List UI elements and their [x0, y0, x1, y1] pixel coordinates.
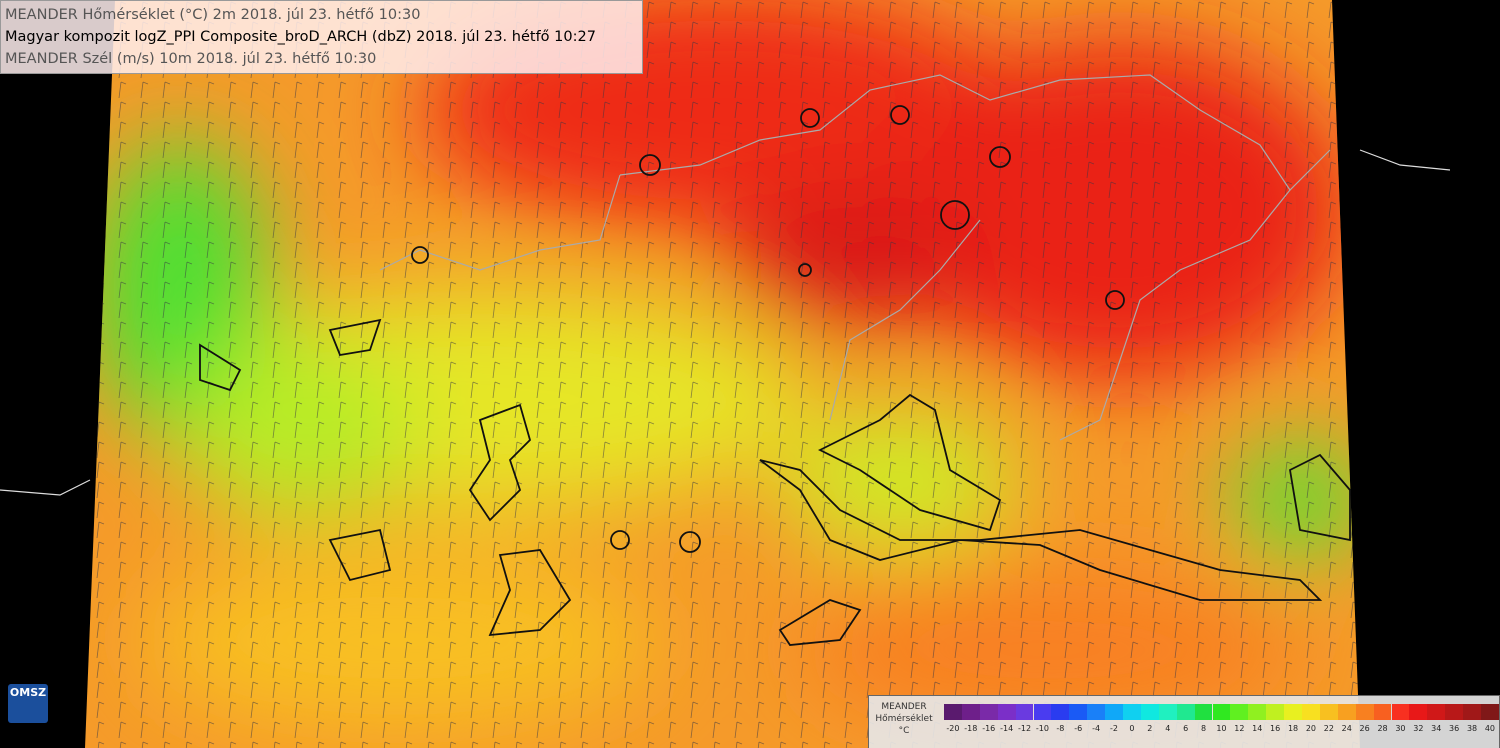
legend-tick-label: -6: [1074, 724, 1083, 733]
legend-tick-label: 22: [1323, 724, 1334, 733]
header-line: Magyar kompozit logZ_PPI Composite_broD_…: [5, 29, 596, 45]
legend-tick-label: 2: [1147, 724, 1153, 733]
legend-swatch: [997, 704, 1016, 720]
legend-tick-label: 24: [1341, 724, 1352, 733]
legend-swatch: [1319, 704, 1338, 720]
legend-swatch: [1427, 704, 1446, 720]
legend-tick-label: 34: [1431, 724, 1442, 733]
legend-tick-label: 12: [1234, 724, 1245, 733]
header-line: MEANDER Szél (m/s) 10m 2018. júl 23. hét…: [5, 51, 377, 67]
legend-tick-label: 4: [1165, 724, 1171, 733]
legend-tick-label: 8: [1200, 724, 1207, 733]
legend-swatch: [1481, 704, 1499, 720]
legend-title: Hőmérséklet: [875, 714, 933, 724]
legend-swatch: [1123, 704, 1141, 720]
legend-swatch: [1194, 704, 1213, 720]
legend-tick-label: 16: [1270, 724, 1281, 733]
legend-swatch: [1302, 704, 1320, 720]
legend-tick-label: -16: [982, 724, 996, 733]
legend-swatch: [1355, 704, 1374, 720]
legend-swatch: [1176, 704, 1195, 720]
legend-tick-label: 38: [1466, 724, 1478, 733]
logo: OMSZ: [8, 684, 48, 723]
legend-swatch: [1391, 704, 1410, 720]
legend-swatch: [1463, 704, 1481, 720]
legend-swatch: [1284, 704, 1302, 720]
legend-tick-label: 20: [1305, 724, 1317, 733]
legend-tick-label: -12: [1018, 724, 1032, 733]
legend-tick-label: 40: [1484, 724, 1496, 733]
legend-tick-label: -20: [946, 724, 960, 733]
legend-title: °C: [898, 726, 910, 736]
legend-swatch: [1337, 704, 1356, 720]
legend-tick-label: -4: [1092, 724, 1101, 733]
legend-tick-label: 32: [1413, 724, 1424, 733]
legend: MEANDER Hőmérséklet °C -20 -18 -16 -14 -12 -1…: [868, 695, 1500, 748]
legend-swatch: [1409, 704, 1428, 720]
legend-tick-label: 28: [1377, 724, 1388, 733]
legend-swatch: [1266, 704, 1285, 720]
borders: [0, 74, 1451, 496]
legend-tick-label: 14: [1252, 724, 1263, 733]
legend-tick-label: 6: [1183, 724, 1189, 733]
legend-tick-label: 0: [1129, 724, 1135, 733]
legend-swatch: [1069, 704, 1088, 720]
legend-swatch: [1105, 704, 1123, 720]
legend-tick-label: -8: [1056, 724, 1065, 733]
legend-tick-label: 26: [1359, 724, 1370, 733]
legend-swatch: [1015, 704, 1034, 720]
legend-swatch: [961, 704, 980, 720]
legend-title: MEANDER: [881, 702, 927, 712]
legend-swatch: [1248, 704, 1267, 720]
header-line: MEANDER Hőmérséklet (°C) 2m 2018. júl 23…: [5, 7, 421, 23]
legend-tick-label: -2: [1110, 724, 1119, 733]
legend-swatch: [1033, 704, 1052, 720]
legend-tick-label: 18: [1287, 724, 1299, 733]
legend-tick-label: -18: [964, 724, 978, 733]
legend-swatch: [1373, 704, 1392, 720]
legend-tick-label: 36: [1449, 724, 1460, 733]
legend-swatch: [1158, 704, 1177, 720]
legend-swatch: [1051, 704, 1070, 720]
legend-swatch: [944, 704, 962, 720]
legend-tick-label: 30: [1395, 724, 1406, 733]
legend-swatch: [1212, 704, 1231, 720]
legend-swatch: [1230, 704, 1249, 720]
legend-swatch: [979, 704, 998, 720]
header: MEANDER Hőmérséklet (°C) 2m 2018. júl 23…: [0, 0, 643, 74]
legend-tick-label: -14: [1000, 724, 1014, 733]
legend-tick-label: 10: [1216, 724, 1227, 733]
radar-contours: [199, 105, 1351, 646]
legend-swatch: [1445, 704, 1464, 720]
legend-swatch: [1087, 704, 1106, 720]
legend-tick-label: -10: [1035, 724, 1049, 733]
legend-swatch: [1140, 704, 1159, 720]
